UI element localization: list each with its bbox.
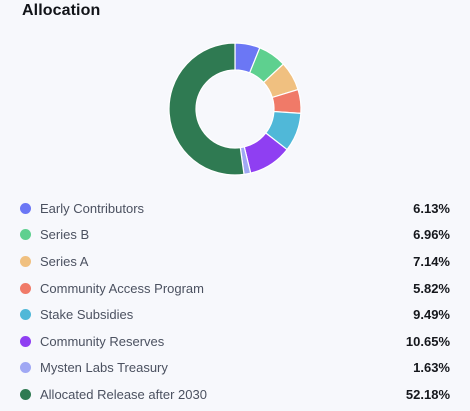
legend-swatch [20,229,31,241]
legend-label: Community Reserves [40,333,165,349]
legend-item-early-contributors: Early Contributors 6.13% [20,195,450,222]
legend-label: Series A [40,253,89,269]
legend-swatch [20,335,31,347]
legend-label: Stake Subsidies [40,307,134,323]
legend-item-stake-subsidies: Stake Subsidies 9.49% [20,301,450,328]
legend-percentage: 5.82% [413,280,450,296]
legend-item-mysten-labs-treasury: Mysten Labs Treasury 1.63% [20,355,450,382]
legend-label: Mysten Labs Treasury [40,360,168,376]
legend-percentage: 52.18% [405,386,450,402]
legend-swatch [20,309,31,321]
section-title: Allocation [22,2,101,19]
legend-label: Allocated Release after 2030 [40,386,207,402]
legend-percentage: 10.65% [405,333,450,349]
legend-label: Early Contributors [40,200,145,216]
legend-item-allocated-release-after-2030: Allocated Release after 2030 52.18% [20,381,450,408]
legend-item-series-b: Series B 6.96% [20,222,450,249]
legend-swatch [20,202,31,214]
legend-swatch [20,282,31,294]
legend-swatch [20,362,31,374]
legend-swatch [20,388,31,400]
legend-swatch [20,255,31,267]
donut-slice-allocated-release-after-2030 [168,42,245,176]
donut-chart [160,34,310,184]
legend-label: Community Access Program [40,280,204,296]
legend-percentage: 6.13% [413,200,450,216]
legend-item-community-access-program: Community Access Program 5.82% [20,275,450,302]
legend-percentage: 6.96% [413,227,450,243]
allocation-legend: Early Contributors 6.13% Series B 6.96% Seri… [20,195,450,408]
legend-percentage: 9.49% [413,307,450,323]
legend-label: Series B [40,227,90,243]
legend-item-series-a: Series A 7.14% [20,248,450,275]
legend-percentage: 1.63% [413,360,450,376]
legend-percentage: 7.14% [413,253,450,269]
legend-item-community-reserves: Community Reserves 10.65% [20,328,450,355]
